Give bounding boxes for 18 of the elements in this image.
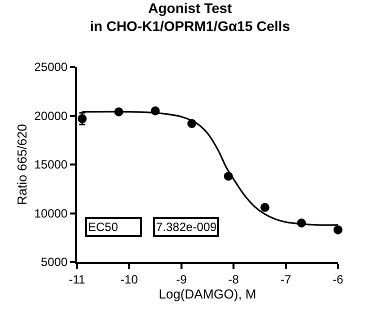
y-tick-label: 5000	[40, 255, 68, 270]
x-tick-label: -10	[120, 272, 138, 286]
y-tick-label: 25000	[34, 60, 68, 74]
x-tick-label: -7	[280, 272, 292, 286]
y-axis-title: Ratio 665/620	[14, 124, 30, 205]
point	[260, 202, 270, 212]
y-tick-label: 15000	[34, 158, 68, 172]
point	[334, 225, 342, 234]
x-tick-label: -9	[176, 272, 188, 286]
annotation: 7.382e-009	[156, 220, 218, 234]
y-tick-label: 10000	[34, 206, 68, 220]
x-tick-label: -6	[332, 272, 344, 286]
annotation: EC50	[88, 220, 118, 234]
x-axis-title: Log(DAMGO), M	[158, 286, 256, 302]
y-tick-label: 20000	[34, 108, 68, 123]
x-tick-label: -8	[228, 272, 240, 286]
x-tick-label: -11	[68, 272, 86, 286]
chart-title: Agonist Test in CHO-K1/OPRM1/Gα15 Cells	[90, 0, 290, 34]
